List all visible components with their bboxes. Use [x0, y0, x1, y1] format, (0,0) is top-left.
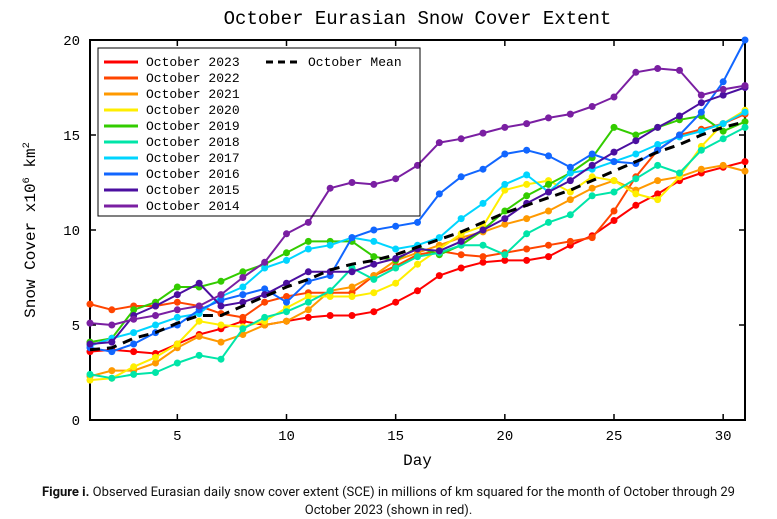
svg-text:October 2014: October 2014: [146, 199, 240, 214]
svg-text:October 2020: October 2020: [146, 103, 240, 118]
svg-text:15: 15: [63, 129, 80, 145]
svg-text:October 2018: October 2018: [146, 135, 240, 150]
svg-text:Day: Day: [403, 452, 432, 470]
svg-text:10: 10: [63, 224, 80, 240]
caption-text: Observed Eurasian daily snow cover exten…: [93, 485, 735, 518]
svg-text:10: 10: [278, 429, 295, 445]
svg-text:30: 30: [715, 429, 732, 445]
svg-text:20: 20: [496, 429, 513, 445]
svg-text:October Mean: October Mean: [308, 55, 402, 70]
svg-text:October 2016: October 2016: [146, 167, 240, 182]
svg-text:20: 20: [63, 34, 80, 50]
svg-text:October 2017: October 2017: [146, 151, 240, 166]
svg-text:0: 0: [72, 414, 80, 430]
svg-text:October 2019: October 2019: [146, 119, 240, 134]
svg-text:October Eurasian Snow Cover Ex: October Eurasian Snow Cover Extent: [224, 8, 612, 30]
line-chart: 5 10 15 20 25 30 0 5 10 15 20 October Eurasian Snow…: [0, 0, 777, 478]
figure-caption: Figure i. Observed Eurasian daily snow c…: [0, 478, 777, 519]
chart-container: 5 10 15 20 25 30 0 5 10 15 20 October Eurasian Snow…: [0, 0, 777, 478]
svg-text:October 2022: October 2022: [146, 71, 240, 86]
svg-text:October 2015: October 2015: [146, 183, 240, 198]
svg-text:15: 15: [387, 429, 404, 445]
svg-text:October 2021: October 2021: [146, 87, 240, 102]
svg-text:5: 5: [173, 429, 181, 445]
svg-text:25: 25: [606, 429, 623, 445]
svg-text:Snow Cover x106 km2: Snow Cover x106 km2: [21, 142, 40, 318]
caption-label: Figure i.: [42, 485, 89, 500]
svg-text:October 2023: October 2023: [146, 55, 240, 70]
svg-text:5: 5: [72, 319, 80, 335]
